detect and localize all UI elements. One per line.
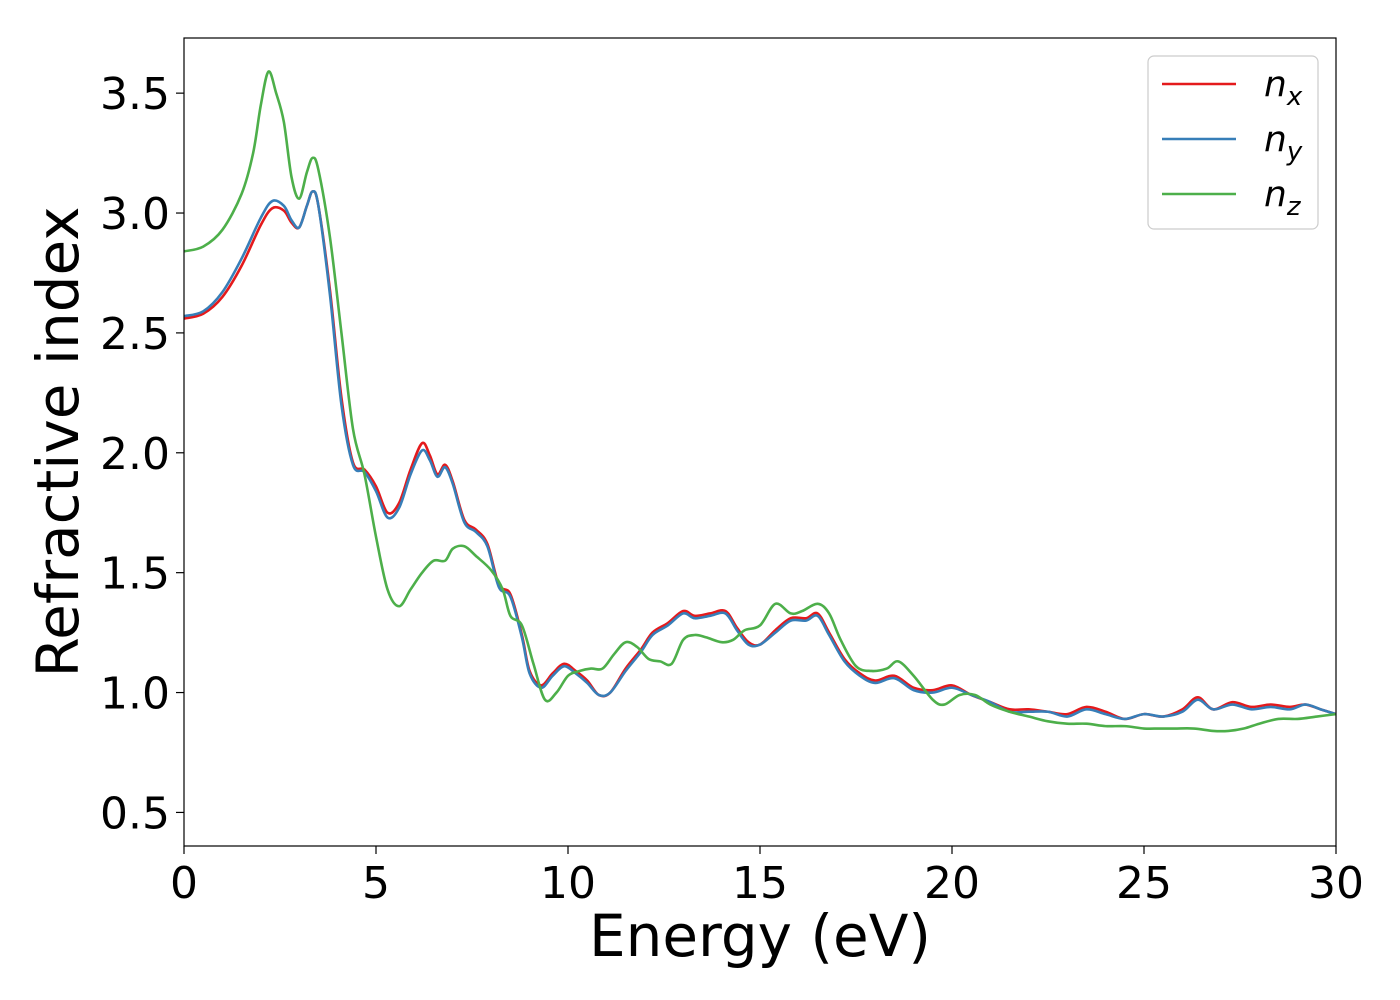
x-tick-label: 30 bbox=[1308, 858, 1364, 909]
y-axis-title: Refractive index bbox=[24, 206, 92, 677]
x-tick-label: 10 bbox=[540, 858, 596, 909]
legend-label-x: nx bbox=[1264, 64, 1303, 112]
legend-box bbox=[1147, 55, 1319, 230]
y-tick-label: 1.0 bbox=[100, 669, 170, 720]
series-line-y bbox=[183, 189, 1337, 721]
legend: nx ny nz bbox=[1147, 55, 1319, 230]
x-axis-title: Energy (eV) bbox=[589, 902, 931, 970]
x-tick-label: 0 bbox=[170, 858, 198, 909]
legend-label-y: ny bbox=[1264, 119, 1303, 167]
y-tick-label: 0.5 bbox=[100, 788, 170, 839]
series-layer bbox=[183, 70, 1337, 733]
x-axis: 0 5 10 15 20 25 30 bbox=[170, 846, 1364, 909]
y-axis: 0.5 1.0 1.5 2.0 2.5 3.0 3.5 bbox=[100, 69, 184, 839]
legend-label-z: nz bbox=[1264, 174, 1302, 222]
y-tick-label: 2.0 bbox=[100, 429, 170, 480]
y-tick-label: 1.5 bbox=[100, 549, 170, 600]
x-tick-label: 15 bbox=[732, 858, 788, 909]
series-line-z bbox=[183, 70, 1337, 733]
x-tick-label: 25 bbox=[1116, 858, 1172, 909]
x-tick-label: 20 bbox=[924, 858, 980, 909]
x-tick-label: 5 bbox=[362, 858, 390, 909]
y-tick-label: 3.5 bbox=[100, 69, 170, 120]
plot-background bbox=[184, 38, 1336, 846]
y-tick-label: 3.0 bbox=[100, 189, 170, 240]
y-tick-label: 2.5 bbox=[100, 309, 170, 360]
